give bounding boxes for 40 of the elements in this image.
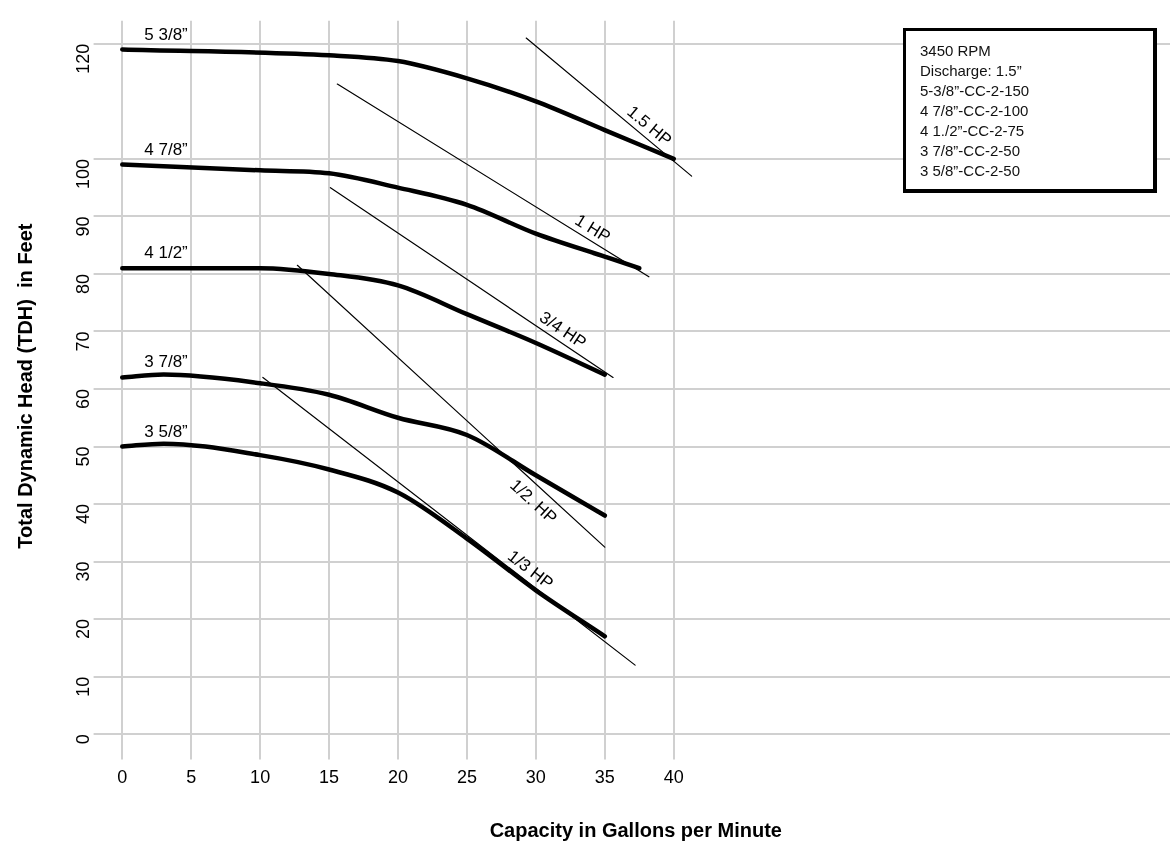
x-tick-label: 20 [387,767,409,788]
y-tick-label: 10 [72,676,93,697]
x-tick-label: 5 [186,767,197,788]
y-axis-title: Total Dynamic Head (TDH) in Feet [13,223,36,549]
y-tick-label: 40 [72,504,93,525]
annotation: 4 7/8”-CC-2-100 [920,101,1030,121]
x-axis-title: Capacity in Gallons per Minute [489,818,782,841]
annotation: 3 7/8”-CC-2-50 [920,141,1022,161]
x-tick-label: 30 [525,767,546,788]
x-tick-label: 15 [319,767,340,788]
y-tick-label: 90 [72,216,93,237]
y-tick-label: 0 [72,734,93,745]
y-tick-label: 70 [72,331,93,352]
y-tick-label: 100 [72,158,93,189]
series-label: 3 7/8” [144,352,189,372]
y-tick-label: 120 [72,43,93,74]
y-tick-label: 20 [72,619,93,640]
y-tick-label: 30 [72,561,93,582]
series-label: 5 3/8” [144,24,189,44]
annotation: 5-3/8”-CC-2-150 [920,81,1031,101]
y-tick-label: 50 [72,446,93,467]
y-tick-label: 60 [72,388,93,410]
text: 3/4 HP [536,307,590,353]
x-tick-label: 0 [117,767,128,788]
x-tick-label: 40 [663,767,684,788]
annotation: 4 1./2”-CC-2-75 [920,121,1026,141]
series-label: 4 1/2” [144,243,189,263]
y-tick-label: 80 [72,273,93,294]
text: 1.5 HP [623,101,676,150]
x-tick-label: 25 [456,767,477,788]
text: 1 HP [571,210,614,247]
x-tick-label: 10 [250,767,271,788]
annotation: 3 5/8”-CC-2-50 [920,161,1022,181]
annotation: Discharge: 1.5” [920,61,1023,81]
text: 1/3 HP [504,546,557,594]
series-label: 3 5/8” [144,421,189,441]
text: 1/2. HP [506,475,561,528]
x-tick-label: 35 [594,767,615,788]
series-label: 4 7/8” [144,139,189,159]
annotation: 3450 RPM [920,41,992,61]
